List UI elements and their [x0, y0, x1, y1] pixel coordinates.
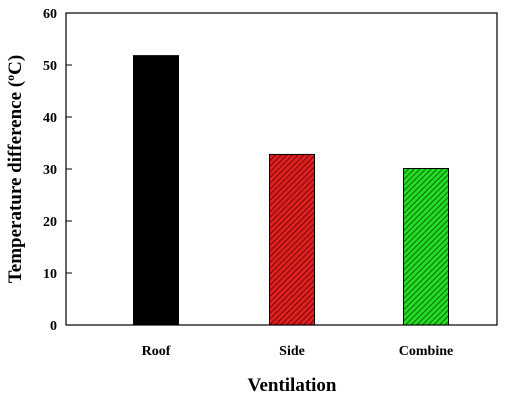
bar-side: [269, 153, 315, 326]
y-tick-label: 0: [50, 319, 57, 334]
bar-roof: [133, 55, 179, 326]
x-tick-label: Side: [279, 344, 305, 359]
y-tick-label: 40: [43, 111, 57, 126]
y-tick-label: 50: [43, 59, 57, 74]
x-tick-label: Roof: [142, 344, 171, 359]
y-tick-label: 60: [43, 7, 57, 22]
y-axis-title: Temperature difference (oC): [3, 55, 26, 283]
bar-combine: [403, 167, 449, 326]
x-axis: Roof Side Combine: [142, 344, 454, 359]
y-tick-label: 30: [43, 163, 57, 178]
x-axis-title: Ventilation: [247, 375, 336, 396]
y-axis: 0 10 20 30 40 50 60: [43, 7, 72, 334]
y-tick-label: 10: [43, 267, 57, 282]
bars-group: [133, 55, 449, 326]
y-tick-label: 20: [43, 215, 57, 230]
x-tick-label: Combine: [399, 344, 453, 359]
